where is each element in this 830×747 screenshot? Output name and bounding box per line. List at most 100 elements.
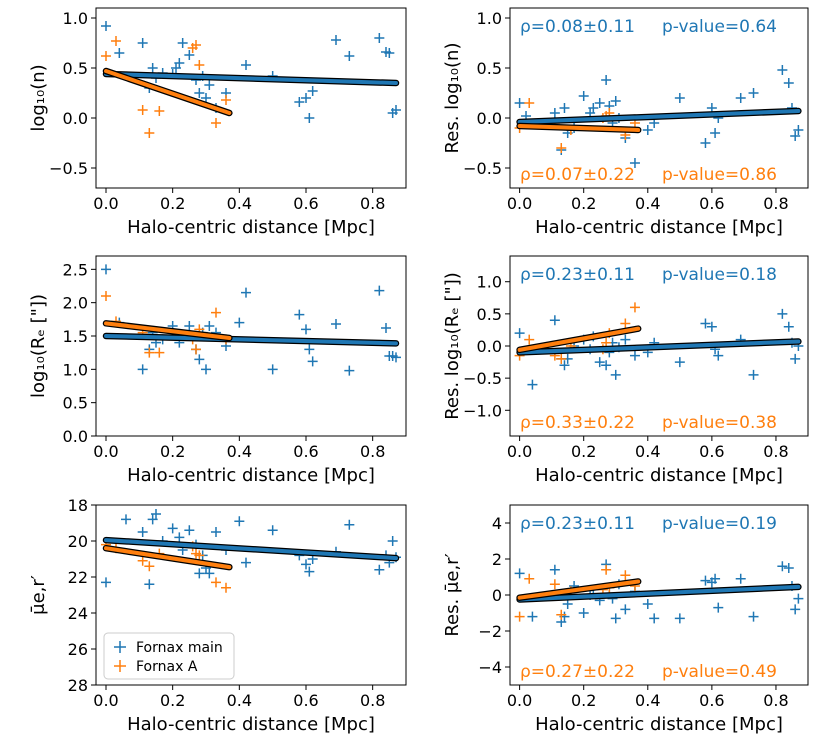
- p-value-annotation-main: p-value=0.64: [662, 17, 777, 37]
- point-main: [783, 321, 794, 332]
- y-tick-label: 26: [68, 640, 88, 659]
- point-fornax-a: [524, 98, 535, 108]
- point-main: [184, 321, 195, 331]
- p-value-annotation-fornaxA: p-value=0.49: [662, 662, 777, 682]
- x-tick-label: 0.8: [763, 691, 788, 710]
- data-layer: [514, 302, 804, 390]
- p-value-annotation-main: p-value=0.18: [662, 265, 777, 285]
- x-tick-label: 0.0: [93, 442, 118, 461]
- panel-res_mu: 0.0 0.2 0.4 0.6 0.8 −4 −2 0 2 4 Halo-centric dista…: [442, 504, 809, 735]
- point-fornax-a: [101, 51, 111, 61]
- point-fornax-a: [144, 561, 155, 572]
- point-main: [151, 509, 161, 519]
- x-tick-label: 0.6: [293, 691, 318, 710]
- point-main: [748, 611, 759, 622]
- x-tick-label: 0.8: [360, 194, 385, 213]
- y-tick-label: 1.0: [477, 9, 502, 28]
- x-tick-label: 0.0: [93, 691, 118, 710]
- y-axis-label: μ̄e,r′: [28, 575, 49, 615]
- x-tick-label: 0.2: [160, 194, 185, 213]
- y-tick-label: 1.5: [63, 327, 88, 346]
- point-main: [578, 91, 589, 101]
- y-axis-label: log₁₀(Rₑ ["]): [28, 294, 49, 398]
- point-main: [777, 65, 788, 75]
- legend-label: Fornax main: [136, 640, 223, 656]
- point-main: [620, 604, 631, 615]
- point-main: [610, 369, 621, 380]
- fit-line-fornax-a: [104, 69, 232, 115]
- point-main: [147, 63, 158, 73]
- point-main: [790, 353, 801, 364]
- plot-frame: [95, 255, 407, 437]
- point-main: [391, 105, 401, 115]
- x-tick-label: 0.6: [699, 194, 724, 213]
- point-main: [234, 516, 245, 527]
- data-layer: [514, 559, 804, 627]
- legend-box: [103, 632, 235, 680]
- rho-annotation-main: ρ=0.23±0.11: [520, 514, 635, 534]
- point-main: [184, 525, 195, 536]
- x-tick-label: 0.6: [699, 442, 724, 461]
- data-layer: [101, 21, 401, 138]
- point-fornax-a: [101, 291, 111, 301]
- fit-line-main: [104, 538, 398, 561]
- point-fornax-a: [556, 353, 567, 364]
- point-main: [374, 285, 385, 296]
- panel-res_n: 0.0 0.2 0.4 0.6 0.8 −0.5 0.0 0.5 1.0 Halo-centric…: [442, 7, 809, 238]
- point-main: [144, 579, 155, 590]
- y-tick-label: 18: [68, 496, 88, 515]
- point-fornax-a: [144, 128, 155, 138]
- point-main: [601, 360, 612, 371]
- point-fornax-a: [154, 347, 165, 358]
- y-tick-label: −0.5: [463, 369, 502, 388]
- y-tick-label: 22: [68, 568, 88, 587]
- point-fornax-a: [556, 609, 567, 620]
- point-main: [304, 113, 315, 123]
- point-main: [174, 532, 185, 543]
- point-main: [649, 613, 660, 624]
- x-tick-label: 0.2: [571, 691, 596, 710]
- point-main: [706, 321, 717, 332]
- x-tick-label: 0.2: [571, 442, 596, 461]
- point-main: [748, 88, 759, 98]
- p-value-annotation-main: p-value=0.19: [662, 514, 777, 534]
- point-main: [344, 519, 355, 530]
- y-tick-label: 20: [68, 532, 88, 551]
- data-layer: [101, 264, 401, 376]
- x-tick-label: 0.4: [227, 442, 252, 461]
- point-main: [184, 50, 195, 60]
- point-main: [381, 323, 391, 333]
- point-main: [790, 604, 801, 615]
- x-tick-label: 0.8: [763, 194, 788, 213]
- point-main: [562, 599, 573, 609]
- point-main: [167, 523, 178, 534]
- fit-line-fornax-a: [104, 546, 232, 570]
- y-tick-label: 0.5: [63, 59, 88, 78]
- y-tick-label: 0: [492, 586, 502, 605]
- x-tick-label: 0.2: [160, 442, 185, 461]
- panel-re: 0.0 0.2 0.4 0.6 0.8 0.0 0.5 1.0 1.5 2.0 2.5 Halo-ce…: [28, 255, 407, 486]
- point-main: [610, 96, 621, 106]
- fit-line-main: [517, 109, 801, 124]
- y-tick-label: −4: [478, 658, 502, 677]
- point-main: [514, 98, 525, 108]
- fit-line-main: [517, 339, 801, 355]
- point-main: [137, 364, 148, 375]
- point-main: [674, 357, 685, 368]
- point-main: [527, 379, 538, 390]
- rho-annotation-main: ρ=0.08±0.11: [520, 17, 635, 37]
- point-fornax-a: [137, 555, 148, 566]
- fit-line-fornax-a: [517, 124, 641, 132]
- y-tick-label: 0.0: [477, 337, 502, 356]
- point-fornax-a: [629, 302, 640, 313]
- legend-marker: [114, 641, 126, 653]
- point-main: [331, 35, 341, 45]
- y-tick-label: 2.5: [63, 260, 88, 279]
- point-main: [610, 613, 621, 624]
- y-tick-label: 2.0: [63, 294, 88, 313]
- point-main: [735, 573, 746, 584]
- point-main: [101, 577, 111, 588]
- point-fornax-a: [620, 318, 631, 329]
- x-axis-label: Halo-centric distance [Mpc]: [535, 465, 783, 486]
- point-main: [549, 564, 560, 575]
